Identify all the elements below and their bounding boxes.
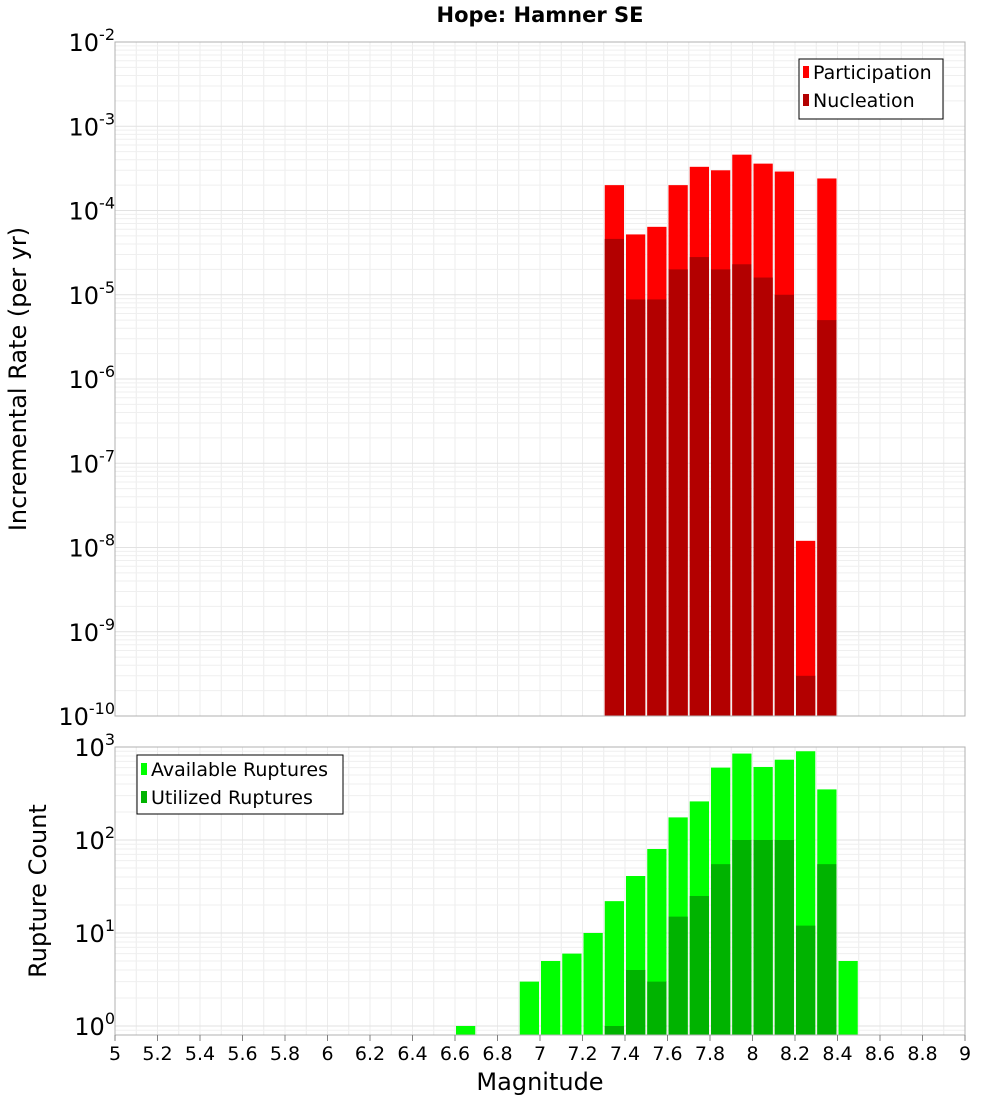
count-y-tick-label: 101 [74,916,115,948]
available-ruptures-bar [541,960,561,1035]
rate-y-ticks: 10-2 10-3 10-4 10-5 10-6 10-7 10-8 10-9 10-10 [58,25,115,731]
count-y-tick-label: 103 [74,730,115,762]
available-ruptures-bar [519,981,539,1035]
rate-plot-border [114,41,966,717]
utilized-ruptures-bar [796,925,816,1035]
count-y-axis-label: Rupture Count [24,804,52,978]
rate-y-tick-label: 10-7 [69,446,116,478]
available-legend-swatch [141,763,147,775]
rate-y-tick-label: 10-6 [69,362,116,394]
rate-y-tick-label: 10-8 [69,531,116,563]
x-tick-label: 7.6 [652,1043,682,1065]
utilized-ruptures-bar [817,864,837,1035]
utilized-ruptures-bar [604,1025,624,1035]
rate-y-tick-label: 10-5 [69,278,116,310]
rate-panel: 10-2 10-3 10-4 10-5 10-6 10-7 10-8 10-9 10-10 In… [4,25,966,731]
nucleation-legend-swatch [803,94,809,106]
x-tick-label: 7 [534,1043,546,1065]
count-legend-box [136,754,344,815]
nucleation-bar [604,238,624,716]
available-legend-label: Available Ruptures [151,759,328,781]
x-tick-label: 5.2 [142,1043,172,1065]
x-tick-label: 5.4 [185,1043,215,1065]
count-y-ticks: 103 102 101 100 [74,730,115,1041]
x-tick-label: 8 [746,1043,758,1065]
available-ruptures-bar [583,932,603,1035]
available-ruptures-bar [456,1025,476,1035]
x-tick-label: 6.4 [397,1043,427,1065]
rate-y-tick-label: 10-3 [69,109,116,141]
utilized-ruptures-bar [753,839,773,1035]
x-tick-label: 6.8 [482,1043,512,1065]
nucleation-bar [647,299,667,716]
nucleation-bar [732,264,752,716]
utilized-ruptures-bar [647,981,667,1035]
x-tick-label: 6 [321,1043,333,1065]
nucleation-legend-label: Nucleation [813,90,915,112]
utilized-legend-swatch [141,791,147,803]
nucleation-bar [711,269,731,716]
rate-y-tick-label: 10-4 [69,194,116,226]
utilized-ruptures-bar [711,864,731,1035]
rate-grid [114,41,966,717]
rate-legend-box [798,58,944,120]
x-tick-label: 5 [109,1043,121,1065]
x-tick-label: 6.2 [355,1043,385,1065]
available-ruptures-bar [562,953,582,1035]
x-tick-label: 8.8 [907,1043,937,1065]
x-tick-label: 7.4 [610,1043,640,1065]
nucleation-bar [796,675,816,716]
x-tick-label: 5.8 [270,1043,300,1065]
utilized-ruptures-bar [689,895,709,1035]
x-axis-label: Magnitude [476,1068,603,1096]
x-tick-label: 8.2 [780,1043,810,1065]
available-ruptures-bar [604,901,624,1035]
available-ruptures-bar [838,960,858,1035]
participation-legend-swatch [803,66,809,78]
utilized-ruptures-bar [774,839,794,1035]
chart-title: Hope: Hamner SE [437,3,644,27]
rate-y-tick-label: 10-9 [69,615,116,647]
x-tick-label: 7.2 [567,1043,597,1065]
x-tick-label: 9 [959,1043,971,1065]
nucleation-bar [753,277,773,716]
nucleation-bar [817,320,837,716]
rate-legend: Participation Nucleation [798,58,944,120]
utilized-ruptures-bar [668,916,688,1035]
utilized-legend-label: Utilized Ruptures [151,787,313,809]
utilized-ruptures-bar [732,839,752,1035]
count-panel: 103 102 101 100 Rupture Count Available Rup… [24,730,966,1041]
utilized-ruptures-bar [626,969,646,1035]
count-y-tick-label: 102 [74,823,115,855]
count-y-tick-label: 100 [74,1009,115,1041]
count-legend: Available Ruptures Utilized Ruptures [136,754,344,815]
rate-y-axis-label: Incremental Rate (per yr) [4,227,32,531]
rate-bars [604,154,837,717]
nucleation-bar [668,269,688,716]
x-tick-label: 8.6 [865,1043,895,1065]
x-ticks: 5 5.2 5.4 5.6 5.8 6 6.2 6.4 6.6 6.8 7 7.2 7.4 7.6 7.8 8… [109,1035,971,1065]
x-tick-label: 6.6 [440,1043,470,1065]
participation-legend-label: Participation [813,62,932,84]
participation-bar [796,540,816,716]
x-tick-label: 8.4 [822,1043,852,1065]
rate-y-tick-label: 10-10 [58,699,115,731]
nucleation-bar [626,299,646,716]
nucleation-bar [774,294,794,716]
rate-y-tick-label: 10-2 [69,25,116,57]
nucleation-bar [689,257,709,716]
x-tick-label: 7.8 [695,1043,725,1065]
count-bars [456,751,858,1035]
x-tick-label: 5.6 [227,1043,257,1065]
